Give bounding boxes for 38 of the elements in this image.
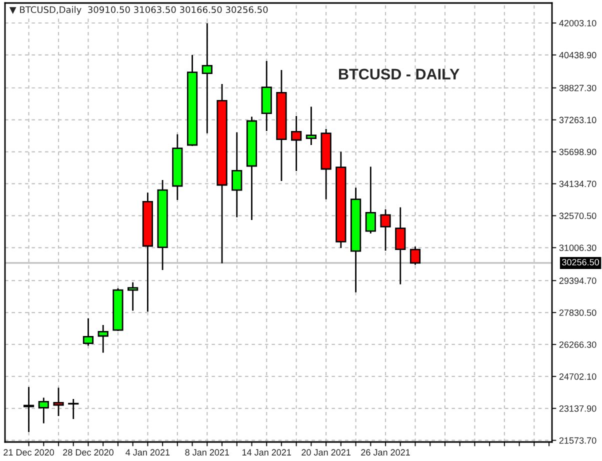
candlestick <box>68 398 79 420</box>
x-tick-label: 4 Jan 2021 <box>126 449 170 456</box>
y-tick-label: 34134.70 <box>559 180 596 188</box>
candlestick <box>128 282 138 312</box>
candlestick <box>53 387 64 417</box>
x-tick-label: 26 Jan 2021 <box>361 449 410 456</box>
y-tick-label: 21573.70 <box>559 437 596 444</box>
x-tick-label: 21 Dec 2020 <box>4 449 54 456</box>
x-tick-label: 28 Dec 2020 <box>63 449 114 456</box>
y-tick-label: 35698.90 <box>559 148 596 156</box>
y-tick-label: 37263.10 <box>559 116 596 124</box>
candlestick <box>291 115 302 172</box>
text: BTCUSD - DAILY <box>339 68 460 80</box>
candlestick <box>380 208 391 252</box>
candlestick <box>232 132 242 218</box>
candlestick <box>395 206 406 286</box>
x-tick-label: 14 Jan 2021 <box>242 449 292 456</box>
candlestick <box>202 22 212 134</box>
y-tick-label: 38827.30 <box>559 84 596 92</box>
candlestick <box>410 246 421 266</box>
y-tick-label: 32570.50 <box>559 212 596 220</box>
x-tick-label: 20 Jan 2021 <box>302 449 350 456</box>
y-tick-label: 23137.90 <box>559 405 596 412</box>
y-tick-label: 42003.10 <box>559 20 596 26</box>
candlestick <box>98 324 108 354</box>
y-tick-label: 31006.30 <box>559 244 596 252</box>
y-tick-label: 27830.50 <box>559 310 596 316</box>
annotation: ▼ BTCUSD,Daily 30910.50 31063.50 30166.50 30256.50 <box>9 6 268 15</box>
ref-line-label: 30256.50 <box>562 259 600 266</box>
candlestick <box>306 106 317 146</box>
y-tick-label: 40438.90 <box>559 52 596 58</box>
candlestick <box>38 397 49 424</box>
y-tick-label: 26266.30 <box>559 341 596 348</box>
candlestick <box>82 318 94 346</box>
x-tick-label: 8 Jan 2021 <box>185 449 230 456</box>
y-tick-label: 29394.70 <box>559 278 596 284</box>
y-tick-label: 24702.10 <box>559 373 596 380</box>
candlestick <box>365 166 376 234</box>
